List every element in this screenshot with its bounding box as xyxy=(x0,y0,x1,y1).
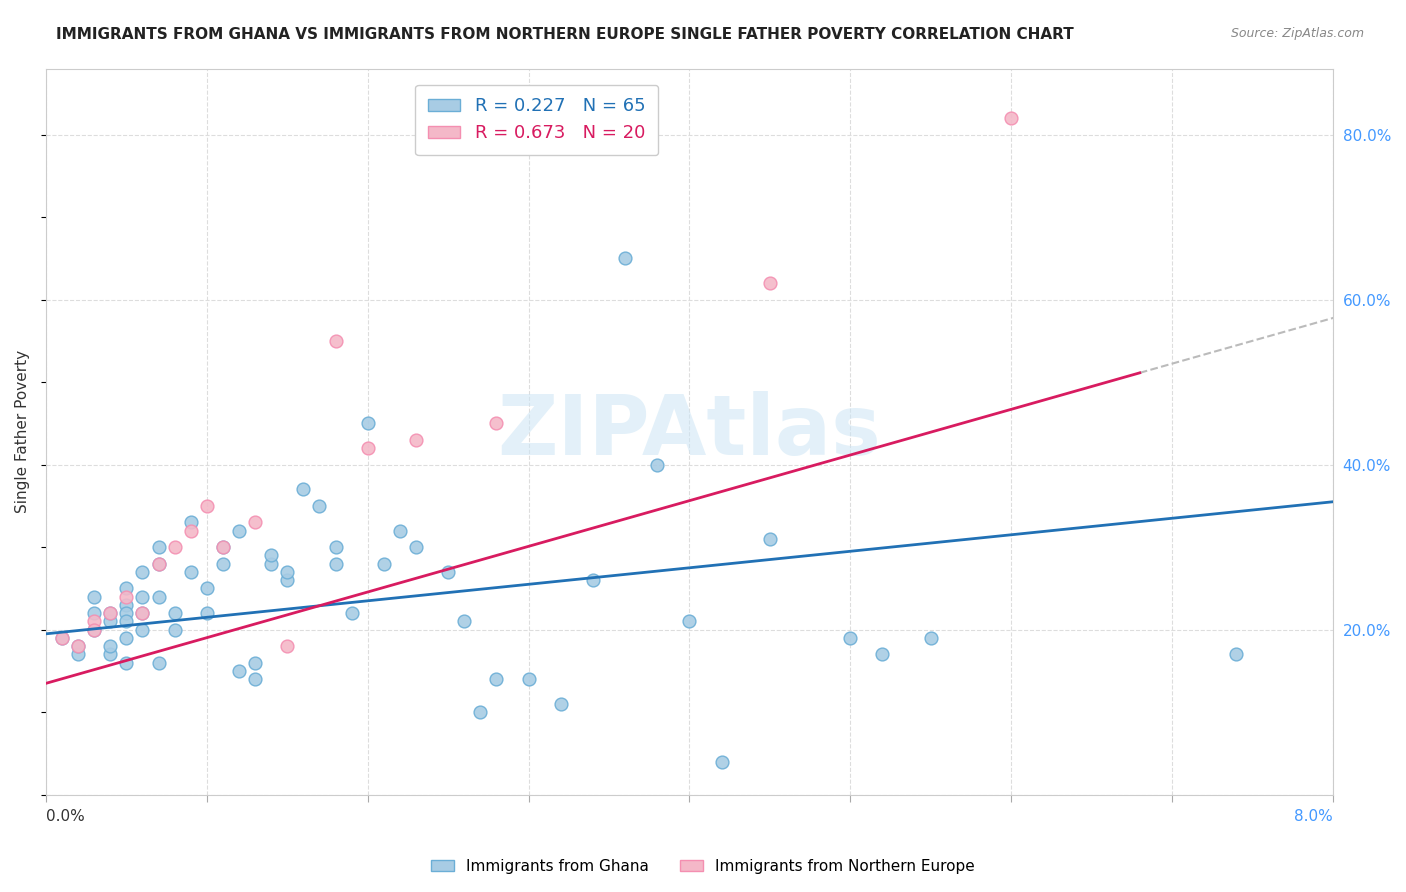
Point xyxy=(920,631,942,645)
Point xyxy=(678,615,700,629)
Point xyxy=(373,557,395,571)
Text: 0.0%: 0.0% xyxy=(46,809,84,824)
Point xyxy=(83,615,105,629)
Point xyxy=(115,598,138,612)
Point xyxy=(131,606,153,620)
Point xyxy=(195,582,218,596)
Point xyxy=(212,557,235,571)
Point xyxy=(163,540,186,554)
Point xyxy=(98,639,121,653)
Point xyxy=(115,656,138,670)
Point xyxy=(260,557,283,571)
Point xyxy=(1225,648,1247,662)
Point xyxy=(276,573,298,587)
Point xyxy=(243,656,266,670)
Point xyxy=(325,540,347,554)
Y-axis label: Single Father Poverty: Single Father Poverty xyxy=(15,350,30,513)
Point xyxy=(67,648,90,662)
Point xyxy=(228,664,250,678)
Point xyxy=(1000,111,1022,125)
Point xyxy=(550,697,572,711)
Point xyxy=(148,557,170,571)
Point xyxy=(212,540,235,554)
Point xyxy=(163,606,186,620)
Point xyxy=(292,483,315,497)
Point xyxy=(325,557,347,571)
Point xyxy=(180,524,202,538)
Point xyxy=(710,755,733,769)
Point xyxy=(67,639,90,653)
Point xyxy=(115,582,138,596)
Point xyxy=(51,631,73,645)
Point xyxy=(148,540,170,554)
Point xyxy=(115,590,138,604)
Point xyxy=(83,623,105,637)
Point xyxy=(388,524,411,538)
Point xyxy=(839,631,862,645)
Text: ZIPAtlas: ZIPAtlas xyxy=(498,391,882,472)
Point xyxy=(98,648,121,662)
Point xyxy=(195,499,218,513)
Point xyxy=(485,417,508,431)
Point xyxy=(180,516,202,530)
Point xyxy=(83,623,105,637)
Point xyxy=(115,615,138,629)
Point xyxy=(405,540,427,554)
Point xyxy=(453,615,475,629)
Point xyxy=(243,516,266,530)
Point xyxy=(517,672,540,686)
Point xyxy=(759,532,782,546)
Point xyxy=(148,590,170,604)
Legend: R = 0.227   N = 65, R = 0.673   N = 20: R = 0.227 N = 65, R = 0.673 N = 20 xyxy=(415,85,658,155)
Legend: Immigrants from Ghana, Immigrants from Northern Europe: Immigrants from Ghana, Immigrants from N… xyxy=(425,853,981,880)
Point xyxy=(308,499,330,513)
Point xyxy=(98,615,121,629)
Point xyxy=(131,565,153,579)
Point xyxy=(645,458,668,472)
Point xyxy=(437,565,460,579)
Point xyxy=(357,441,380,455)
Point xyxy=(485,672,508,686)
Point xyxy=(131,623,153,637)
Point xyxy=(357,417,380,431)
Text: IMMIGRANTS FROM GHANA VS IMMIGRANTS FROM NORTHERN EUROPE SINGLE FATHER POVERTY C: IMMIGRANTS FROM GHANA VS IMMIGRANTS FROM… xyxy=(56,27,1074,42)
Point xyxy=(98,606,121,620)
Point xyxy=(582,573,605,587)
Point xyxy=(180,565,202,579)
Point xyxy=(67,639,90,653)
Point xyxy=(163,623,186,637)
Point xyxy=(276,639,298,653)
Point xyxy=(470,705,492,719)
Text: 8.0%: 8.0% xyxy=(1294,809,1333,824)
Text: Source: ZipAtlas.com: Source: ZipAtlas.com xyxy=(1230,27,1364,40)
Point xyxy=(83,590,105,604)
Point xyxy=(212,540,235,554)
Point xyxy=(243,672,266,686)
Point xyxy=(759,276,782,290)
Point xyxy=(872,648,894,662)
Point xyxy=(51,631,73,645)
Point xyxy=(83,606,105,620)
Point xyxy=(115,606,138,620)
Point xyxy=(260,549,283,563)
Point xyxy=(131,590,153,604)
Point xyxy=(325,334,347,348)
Point xyxy=(276,565,298,579)
Point xyxy=(98,606,121,620)
Point xyxy=(195,606,218,620)
Point xyxy=(405,433,427,447)
Point xyxy=(131,606,153,620)
Point xyxy=(340,606,363,620)
Point xyxy=(115,631,138,645)
Point xyxy=(148,557,170,571)
Point xyxy=(614,252,637,266)
Point xyxy=(148,656,170,670)
Point xyxy=(228,524,250,538)
